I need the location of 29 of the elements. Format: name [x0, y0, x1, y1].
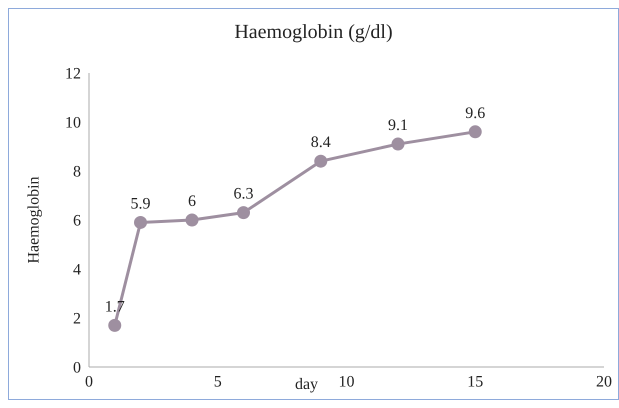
data-label: 5.9 — [130, 195, 150, 212]
x-tick-label: 5 — [214, 373, 222, 390]
y-tick-label: 12 — [65, 66, 81, 83]
point — [108, 318, 122, 332]
x-axis-title: day — [294, 376, 318, 393]
y-tick-label: 4 — [73, 262, 81, 279]
y-axis-title: Haemoglobin — [26, 176, 43, 264]
point — [468, 125, 482, 138]
point — [237, 206, 250, 220]
point — [392, 138, 404, 151]
point — [314, 154, 328, 168]
chart-title: Haemoglobin (g/dl) — [233, 21, 394, 44]
data-label: 1.7 — [104, 298, 125, 316]
data-label: 8.4 — [310, 134, 331, 152]
point — [186, 214, 198, 226]
y-tick-label: 0 — [73, 360, 81, 377]
x-tick-label: 15 — [467, 373, 484, 390]
point — [134, 216, 147, 229]
x-tick-label: 0 — [85, 373, 93, 390]
data-label: 6 — [188, 193, 196, 210]
data-label: 9.1 — [388, 117, 408, 134]
x-tick-label: 20 — [596, 373, 612, 390]
data-label: 6.3 — [234, 186, 254, 203]
y-tick-label: 10 — [65, 114, 81, 132]
y-tick-label: 6 — [73, 212, 81, 230]
y-tick-label: 2 — [73, 310, 81, 328]
y-tick-label: 8 — [73, 164, 81, 181]
data-label: 9.6 — [465, 104, 486, 122]
x-tick-label: 10 — [338, 373, 354, 390]
